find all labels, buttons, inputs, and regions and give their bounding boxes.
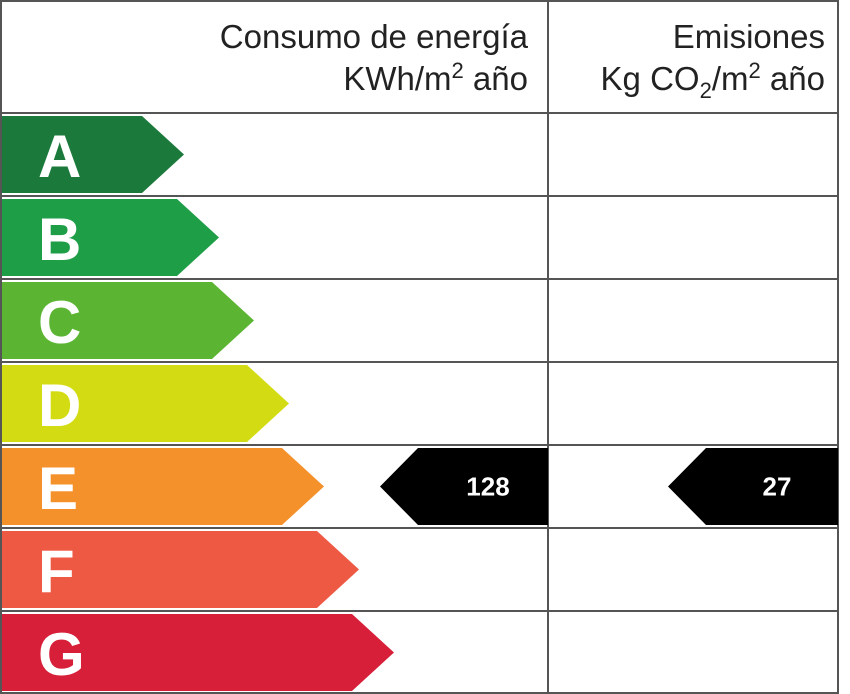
rating-letter: G xyxy=(38,621,85,688)
indicator-arrow xyxy=(380,448,548,525)
emissions-title: Emisiones xyxy=(673,18,825,55)
unit-part: Kg CO xyxy=(601,60,700,97)
rating-arrow xyxy=(2,365,289,442)
emissions-unit: Kg CO2/m2 año xyxy=(601,58,825,103)
rating-letter: D xyxy=(38,372,81,439)
rating-letter: E xyxy=(38,455,78,522)
rating-arrow xyxy=(2,282,254,359)
unit-part: año xyxy=(464,60,528,97)
unit-part: KWh/m xyxy=(343,60,451,97)
unit-superscript: 2 xyxy=(452,58,464,83)
rating-arrow xyxy=(2,199,219,276)
rating-letter: A xyxy=(38,123,81,190)
unit-part: año xyxy=(761,60,825,97)
rating-arrow xyxy=(2,116,184,193)
rating-letter: F xyxy=(38,538,75,605)
unit-superscript: 2 xyxy=(749,58,761,83)
indicator-value: 128 xyxy=(466,472,509,502)
energy-unit: KWh/m2 año xyxy=(343,58,528,97)
rating-letter: C xyxy=(38,289,81,356)
indicator-arrow xyxy=(668,448,838,525)
unit-part: /m xyxy=(712,60,749,97)
unit-subscript: 2 xyxy=(700,78,712,103)
rating-letter: B xyxy=(38,206,81,273)
indicator-value: 27 xyxy=(763,472,792,502)
rating-arrow xyxy=(2,448,324,525)
rating-arrow xyxy=(2,531,359,608)
rating-arrow xyxy=(2,614,394,691)
energy-title: Consumo de energía xyxy=(220,18,529,55)
